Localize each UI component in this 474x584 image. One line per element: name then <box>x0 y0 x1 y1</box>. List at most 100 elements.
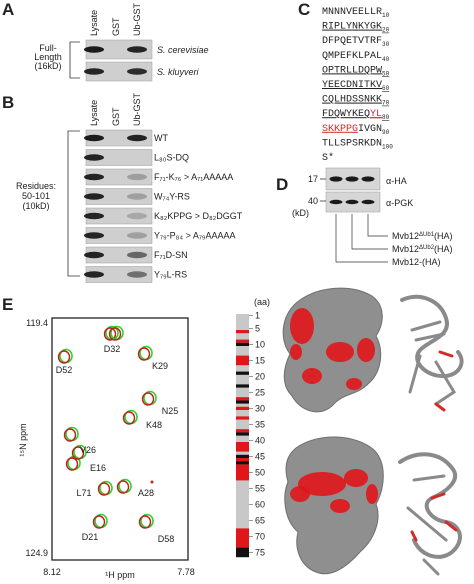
surface-patch <box>290 486 310 502</box>
peak <box>65 457 79 471</box>
residue-segment <box>236 464 249 481</box>
antibody-label: α-PGK <box>386 198 413 208</box>
strip-tick-label: 10 <box>255 339 265 349</box>
axis-end-label: 8.12 <box>43 567 61 577</box>
residue-segment <box>236 547 249 558</box>
residue-number: 20 <box>382 27 390 34</box>
peak-label: D52 <box>56 365 73 375</box>
sequence-segment: DFPQETVTRF <box>322 36 382 47</box>
content: Lysate GST Ub-GST S. cerevisiae S. kluyveri F… <box>16 2 464 580</box>
residue-number: 30 <box>382 41 390 48</box>
peak-label: D32 <box>104 344 121 354</box>
strip-tick-label: 65 <box>255 515 265 525</box>
lane-suffix: (HA) <box>434 231 453 241</box>
blot-band <box>84 173 104 181</box>
sequence-line: DFPQETVTRF30 <box>322 36 390 48</box>
sequence-segment: YEECDNITKV <box>322 80 382 91</box>
blot-band <box>127 134 147 142</box>
surface-patch <box>346 378 362 390</box>
peak <box>71 446 85 460</box>
residue-segment <box>236 429 249 433</box>
side-label: (16kD) <box>34 61 61 71</box>
blot-band <box>127 212 147 220</box>
sequence-segment: IVGN <box>358 124 382 135</box>
strip-tick-label: 1 <box>255 311 260 321</box>
residue-number: 40 <box>382 56 390 63</box>
residue-number: 80 <box>382 114 390 121</box>
row-label: F₇₁-K₇₆ > A₇₁AAAAA <box>154 172 233 182</box>
lane-label: GST <box>111 17 121 36</box>
residue-segment <box>236 528 249 548</box>
blot-band <box>84 134 104 142</box>
blot-band <box>84 46 104 53</box>
strip-tick-label: 40 <box>255 435 265 445</box>
surface-patch <box>290 308 314 344</box>
residue-number: 70 <box>382 100 390 107</box>
lane-leader <box>351 214 388 250</box>
strip-tick-label: 30 <box>255 403 265 413</box>
side-label: (10kD) <box>22 201 49 211</box>
lane-leader <box>367 214 388 237</box>
surface-patch <box>366 484 378 504</box>
residue-segment <box>236 384 249 388</box>
peak <box>97 482 111 496</box>
peak-label: V26 <box>80 445 96 455</box>
sequence-segment: MNNNVEELLR <box>322 7 382 18</box>
residue-segment <box>236 397 249 401</box>
sequence-line: RIPLYNKYGK20 <box>322 22 390 34</box>
blot-band <box>84 68 104 75</box>
sequence-segment: QMPEFKLPAL <box>322 51 382 62</box>
peak-label: N25 <box>162 406 179 416</box>
surface-patch <box>290 344 302 360</box>
strip-tick-label: 25 <box>255 387 265 397</box>
residue-number: 50 <box>382 70 390 77</box>
axis-end-label: 7.78 <box>177 567 195 577</box>
panel-label: B <box>2 93 14 112</box>
blot-band <box>127 46 147 53</box>
residue-segment <box>236 442 249 452</box>
blot-band <box>361 199 375 205</box>
residue-number: 10 <box>382 12 390 19</box>
residue-segment <box>236 461 249 465</box>
blot-band <box>84 193 104 200</box>
strip-tick-label: 45 <box>255 451 265 461</box>
blot-band <box>84 251 104 259</box>
peak-label: A28 <box>138 488 154 498</box>
lane-suffix: (HA) <box>434 244 453 254</box>
strip-tick-label: 60 <box>255 499 265 509</box>
residue-segment <box>236 342 249 346</box>
ribbon <box>410 492 458 542</box>
strip-tick-label: 50 <box>255 467 265 477</box>
residue-segment <box>236 458 249 462</box>
peak <box>150 480 154 484</box>
blot-band <box>84 271 104 278</box>
surface-patch <box>357 338 375 362</box>
lane-label: Mvb12ΔUb1(HA) <box>392 231 453 241</box>
peak <box>103 327 117 341</box>
blot-band <box>329 199 343 205</box>
lane-name: Mvb12 <box>392 231 419 241</box>
antibody-label: α-HA <box>386 176 407 186</box>
side-label: 50-101 <box>22 191 50 201</box>
strip-tick-label: 55 <box>255 483 265 493</box>
axis-title: ¹⁵N ppm <box>18 423 28 456</box>
sequence-line: MNNNVEELLR10 <box>322 7 390 19</box>
peak-label: L71 <box>76 488 91 498</box>
residue-segment <box>236 416 249 420</box>
sequence-line: SKKPPGIVGN90 <box>322 124 390 136</box>
bracket <box>67 130 80 277</box>
peak <box>141 392 155 406</box>
peak <box>138 515 152 529</box>
residue-segment <box>236 454 249 458</box>
sequence-line: QMPEFKLPAL40 <box>322 51 390 63</box>
row-label: Y₇₉L-RS <box>154 270 187 280</box>
peak <box>92 515 106 529</box>
residue-number: 100 <box>382 143 393 150</box>
row-label: K₈₂KPPG > D₈₂DGGT <box>154 211 243 221</box>
strip-tick-label: 15 <box>255 355 265 365</box>
residue-segment <box>236 355 249 366</box>
blot-band <box>127 68 147 75</box>
side-label: Full- <box>39 43 57 53</box>
surface-patch <box>330 499 350 513</box>
